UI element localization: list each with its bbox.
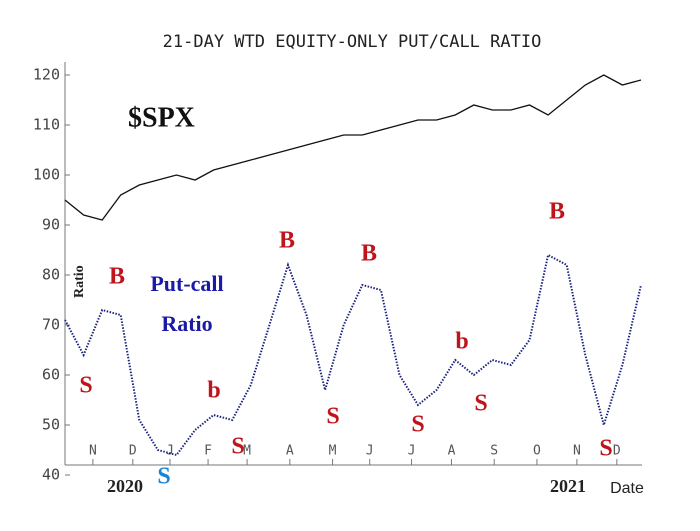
annotation: S	[326, 404, 339, 430]
annotation: S	[599, 436, 612, 462]
year-label: 2021	[550, 476, 586, 496]
x-tick-label: O	[533, 444, 541, 459]
annotation: b	[455, 329, 468, 355]
y-tick-label: 60	[42, 366, 60, 384]
annotation: Put-call	[150, 271, 223, 296]
annotation: $SPX	[128, 102, 195, 133]
y-tick-label: 80	[42, 266, 60, 284]
series-line	[64, 74, 642, 221]
y-tick-label: 50	[42, 416, 60, 434]
y-tick-label: 110	[33, 116, 60, 134]
chart-title: 21-DAY WTD EQUITY-ONLY PUT/CALL RATIO	[163, 32, 542, 52]
x-tick-label: A	[286, 444, 294, 459]
x-tick-label: S	[490, 444, 498, 459]
x-tick-label: J	[166, 444, 174, 459]
x-tick-label: N	[573, 444, 581, 459]
annotation: B	[361, 241, 377, 267]
x-tick-label: D	[613, 444, 621, 459]
x-tick-label: A	[448, 444, 456, 459]
y-tick-label: 120	[33, 66, 60, 84]
y-tick-label: 70	[42, 316, 60, 334]
annotation: S	[231, 434, 244, 460]
x-tick-label: M	[243, 444, 251, 459]
annotation: S	[411, 412, 424, 438]
year-label: 2020	[107, 476, 143, 496]
x-tick-label: J	[366, 444, 374, 459]
annotation: S	[474, 391, 487, 417]
x-tick-label: N	[89, 444, 97, 459]
y-label: Ratio	[72, 265, 87, 298]
x-tick-label: F	[204, 444, 212, 459]
annotation: Ratio	[161, 311, 212, 336]
y-tick-label: 100	[33, 166, 60, 184]
x-tick-label: M	[329, 444, 337, 459]
annotation: S	[79, 373, 92, 399]
x-label: Date	[610, 480, 644, 497]
annotation: B	[549, 199, 565, 225]
series-line	[64, 253, 642, 457]
annotation: B	[279, 228, 295, 254]
annotation: S	[157, 464, 170, 490]
y-tick-label: 40	[42, 466, 60, 484]
annotation: b	[207, 378, 220, 404]
x-tick-label: D	[129, 444, 137, 459]
y-tick-label: 90	[42, 216, 60, 234]
x-tick-label: J	[408, 444, 416, 459]
annotation: B	[109, 264, 125, 290]
